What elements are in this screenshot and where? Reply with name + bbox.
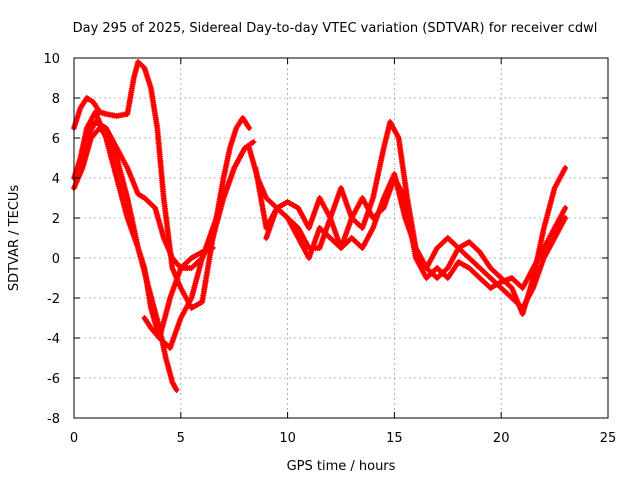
y-tick-label: 0 bbox=[52, 252, 60, 267]
grid-lines bbox=[74, 58, 608, 418]
chart-title: Day 295 of 2025, Sidereal Day-to-day VTE… bbox=[73, 21, 598, 36]
x-tick-label: 10 bbox=[279, 431, 296, 446]
data-point-marker bbox=[246, 125, 253, 131]
y-tick-label: 10 bbox=[43, 52, 60, 67]
y-tick-label: 4 bbox=[52, 172, 60, 187]
x-tick-label: 15 bbox=[386, 431, 403, 446]
data-series bbox=[71, 59, 569, 393]
data-point-marker bbox=[562, 205, 569, 211]
data-point-marker bbox=[562, 165, 569, 171]
x-tick-label: 25 bbox=[600, 431, 617, 446]
series-track-5 bbox=[141, 245, 216, 341]
y-axis-label: SDTVAR / TECUs bbox=[7, 185, 22, 292]
data-point-marker bbox=[562, 215, 569, 221]
y-tick-label: 8 bbox=[52, 92, 60, 107]
data-point-marker bbox=[173, 387, 180, 393]
y-tick-label: -6 bbox=[47, 372, 60, 387]
y-tick-label: -2 bbox=[47, 292, 60, 307]
y-tick-label: -4 bbox=[47, 332, 60, 347]
x-tick-label: 0 bbox=[70, 431, 78, 446]
axis-ticks bbox=[73, 57, 609, 419]
series-track-1 bbox=[71, 59, 253, 311]
series-track-8 bbox=[263, 171, 569, 311]
data-point-marker bbox=[250, 139, 257, 145]
tick-labels: 0 5 10 15 20 25 -8 -6 -4 -2 0 2 4 6 8 10 bbox=[43, 52, 616, 446]
x-tick-label: 20 bbox=[493, 431, 510, 446]
series-track-4 bbox=[75, 119, 248, 271]
data-point-marker bbox=[209, 245, 216, 251]
y-tick-label: 6 bbox=[52, 132, 60, 147]
x-axis-label: GPS time / hours bbox=[287, 459, 396, 474]
plot-frame bbox=[73, 57, 609, 419]
y-tick-label: 2 bbox=[52, 212, 60, 227]
x-tick-label: 5 bbox=[177, 431, 185, 446]
y-tick-label: -8 bbox=[47, 412, 60, 427]
